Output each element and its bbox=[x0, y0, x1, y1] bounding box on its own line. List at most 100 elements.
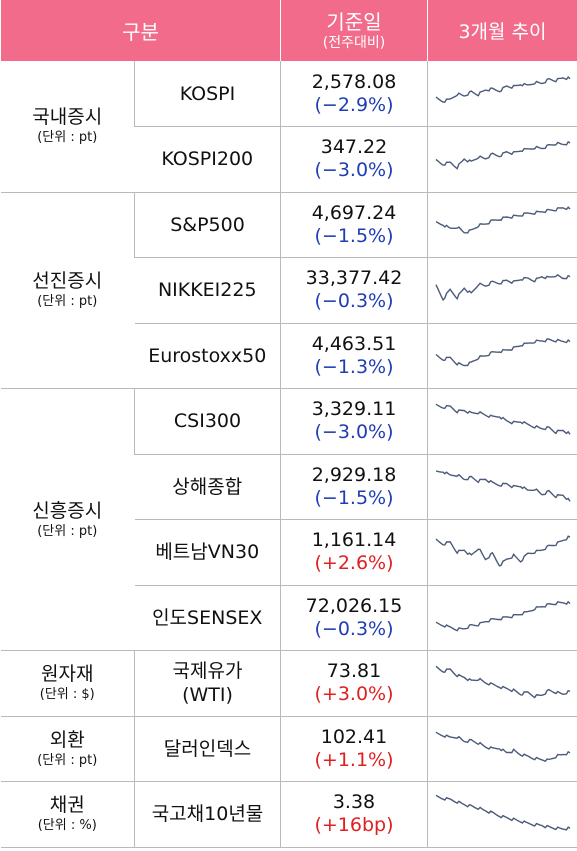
group-cell: 국내증시 (단위 : pt) bbox=[0, 61, 135, 193]
value-cell: 4,697.24 (−1.5%) bbox=[280, 192, 428, 258]
index-name: S&P500 bbox=[134, 192, 281, 258]
index-name: 달러인덱스 bbox=[134, 716, 281, 782]
group-cell: 채권 (단위 : %) bbox=[0, 781, 135, 848]
weekly-change: (+3.0%) bbox=[314, 683, 394, 706]
value-cell: 72,026.15 (−0.3%) bbox=[280, 585, 428, 651]
header-row: 구분 기준일 (전주대비) 3개월 추이 bbox=[0, 0, 577, 61]
trend-cell bbox=[427, 650, 577, 717]
trend-cell bbox=[427, 585, 577, 651]
group-name: 선진증시 bbox=[32, 270, 103, 293]
index-value: 2,578.08 bbox=[311, 70, 397, 93]
index-value: 3,329.11 bbox=[311, 398, 397, 421]
index-name: 베트남VN30 bbox=[134, 519, 281, 586]
index-name: KOSPI bbox=[134, 61, 281, 127]
table-row: 신흥증시 (단위 : pt) CSI300 3,329.11 (−3.0%) bbox=[0, 388, 577, 651]
weekly-change: (−1.3%) bbox=[314, 355, 394, 378]
index-value: 4,463.51 bbox=[311, 332, 397, 355]
trend-cell bbox=[427, 61, 577, 127]
value-cell: 4,463.51 (−1.3%) bbox=[280, 323, 428, 389]
weekly-change: (−0.3%) bbox=[314, 290, 394, 313]
header-trend: 3개월 추이 bbox=[427, 0, 577, 61]
trend-sparkline bbox=[435, 205, 571, 234]
value-cell: 2,578.08 (−2.9%) bbox=[280, 61, 428, 127]
index-name: KOSPI200 bbox=[134, 126, 281, 193]
group-unit: (단위 : pt) bbox=[37, 294, 98, 310]
index-value: 102.41 bbox=[320, 725, 388, 748]
index-name: CSI300 bbox=[134, 388, 281, 455]
header-group: 구분 bbox=[0, 0, 281, 61]
group-name: 국내증시 bbox=[32, 106, 103, 129]
trend-cell bbox=[427, 257, 577, 324]
index-value: 4,697.24 bbox=[311, 201, 397, 224]
trend-line bbox=[435, 141, 571, 170]
value-cell: 3,329.11 (−3.0%) bbox=[280, 388, 428, 455]
index-value: 73.81 bbox=[326, 660, 382, 683]
trend-cell bbox=[427, 454, 577, 520]
index-name: Eurostoxx50 bbox=[134, 323, 281, 389]
trend-sparkline bbox=[435, 470, 571, 502]
index-name: 국제유가 (WTI) bbox=[134, 650, 281, 717]
table-row: 원자재 (단위 : $) 국제유가 (WTI) 73.81 (+3.0%) bbox=[0, 650, 577, 717]
trend-sparkline bbox=[435, 795, 571, 831]
trend-line bbox=[435, 470, 571, 502]
table-row: Eurostoxx50 4,463.51 (−1.3%) bbox=[1, 323, 577, 389]
table-row: 베트남VN30 1,161.14 (+2.6%) bbox=[1, 519, 577, 586]
trend-line bbox=[435, 75, 571, 103]
trend-line bbox=[435, 666, 571, 699]
trend-cell bbox=[427, 519, 577, 586]
index-value: 1,161.14 bbox=[311, 529, 397, 552]
table-body: 국내증시 (단위 : pt) KOSPI 2,578.08 (−2.9%) KOSPI20… bbox=[0, 61, 577, 848]
table-row: NIKKEI225 33,377.42 (−0.3%) bbox=[1, 257, 577, 324]
group-unit: (단위 : %) bbox=[37, 818, 97, 834]
trend-line bbox=[435, 205, 571, 234]
trend-line bbox=[435, 731, 571, 762]
trend-line bbox=[435, 600, 571, 632]
value-cell: 73.81 (+3.0%) bbox=[280, 650, 428, 717]
header-date-main: 기준일 bbox=[326, 9, 382, 34]
trend-cell bbox=[427, 388, 577, 455]
group-cell: 외환 (단위 : pt) bbox=[0, 716, 135, 782]
trend-sparkline bbox=[435, 403, 571, 435]
header-date: 기준일 (전주대비) bbox=[280, 0, 428, 61]
value-cell: 347.22 (−3.0%) bbox=[280, 126, 428, 193]
trend-sparkline bbox=[435, 75, 571, 103]
value-cell: 33,377.42 (−0.3%) bbox=[280, 257, 428, 324]
group-cell: 원자재 (단위 : $) bbox=[0, 650, 135, 717]
weekly-change: (−2.9%) bbox=[314, 93, 394, 116]
group-unit: (단위 : pt) bbox=[37, 752, 98, 768]
group-cell: 선진증시 (단위 : pt) bbox=[0, 192, 135, 389]
index-name: NIKKEI225 bbox=[134, 257, 281, 324]
index-value: 72,026.15 bbox=[305, 594, 403, 617]
group-cell: 신흥증시 (단위 : pt) bbox=[0, 388, 135, 651]
trend-cell bbox=[427, 126, 577, 193]
trend-line bbox=[435, 535, 570, 568]
trend-sparkline bbox=[435, 141, 571, 170]
weekly-change: (+16bp) bbox=[314, 814, 394, 837]
trend-cell bbox=[427, 192, 577, 258]
header-date-sub: (전주대비) bbox=[322, 34, 386, 51]
table-row: 선진증시 (단위 : pt) S&P500 4,697.24 (−1.5%) bbox=[0, 192, 577, 389]
table-row: 국내증시 (단위 : pt) KOSPI 2,578.08 (−2.9%) bbox=[0, 61, 577, 193]
trend-cell bbox=[427, 323, 577, 389]
group-unit: (단위 : $) bbox=[39, 687, 95, 703]
index-name: 상해종합 bbox=[134, 454, 281, 520]
index-value: 347.22 bbox=[320, 136, 388, 159]
weekly-change: (−3.0%) bbox=[314, 421, 394, 444]
weekly-change: (−1.5%) bbox=[314, 486, 394, 509]
trend-line bbox=[435, 795, 571, 831]
value-cell: 2,929.18 (−1.5%) bbox=[280, 454, 428, 520]
trend-sparkline bbox=[435, 731, 571, 762]
trend-line bbox=[435, 403, 571, 435]
group-name: 채권 bbox=[49, 794, 85, 817]
trend-sparkline bbox=[435, 535, 570, 568]
weekly-change: (−1.5%) bbox=[314, 224, 394, 247]
trend-sparkline bbox=[435, 666, 571, 699]
group-unit: (단위 : pt) bbox=[37, 523, 98, 539]
trend-sparkline bbox=[435, 600, 571, 632]
group-unit: (단위 : pt) bbox=[37, 130, 98, 146]
trend-sparkline bbox=[435, 338, 571, 367]
table-row: 상해종합 2,929.18 (−1.5%) bbox=[1, 454, 577, 520]
group-name: 외환 bbox=[49, 728, 85, 751]
trend-line bbox=[435, 338, 571, 367]
